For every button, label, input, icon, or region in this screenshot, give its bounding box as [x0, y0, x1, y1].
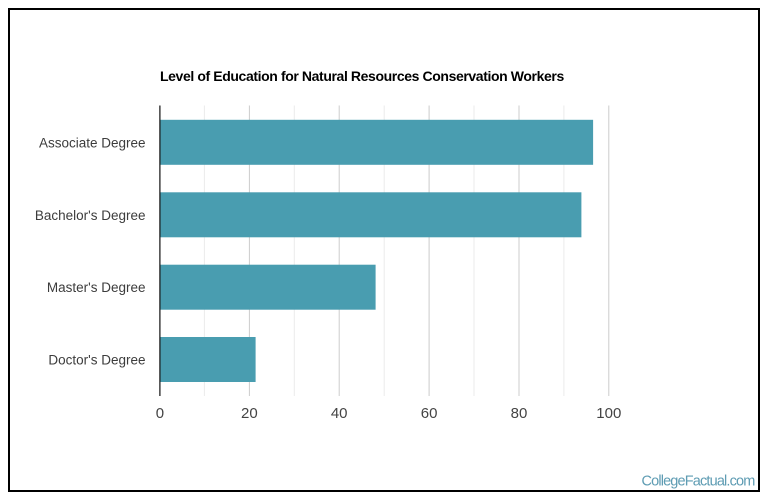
svg-text:CollegeFactual.com: CollegeFactual.com: [641, 474, 755, 490]
svg-text:20: 20: [241, 405, 258, 422]
svg-text:Level of Education for Natural: Level of Education for Natural Resources…: [160, 68, 564, 84]
svg-text:0: 0: [156, 405, 164, 422]
svg-text:100: 100: [596, 405, 621, 422]
svg-text:Bachelor's Degree: Bachelor's Degree: [35, 208, 146, 223]
svg-text:60: 60: [421, 405, 438, 422]
svg-text:80: 80: [511, 405, 528, 422]
svg-text:Doctor's Degree: Doctor's Degree: [48, 352, 145, 367]
svg-text:Master's Degree: Master's Degree: [47, 280, 146, 295]
svg-text:Associate Degree: Associate Degree: [39, 136, 146, 151]
svg-text:40: 40: [331, 405, 348, 422]
